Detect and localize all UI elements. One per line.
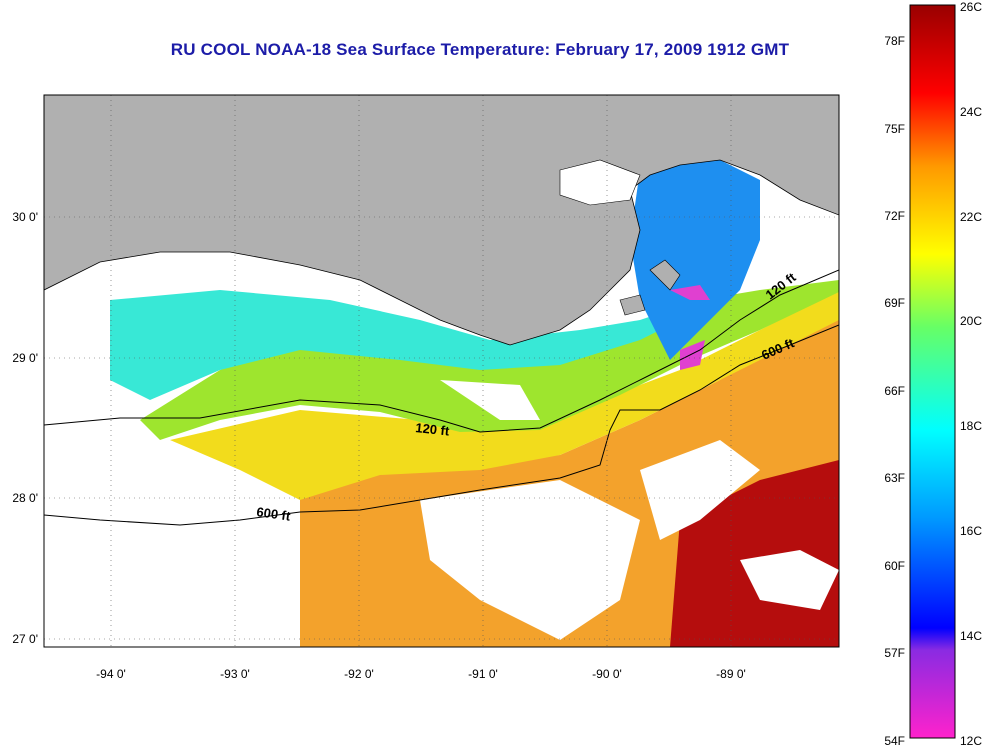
x-tick-label: -90 0' [592, 667, 622, 681]
sst-image [44, 95, 839, 647]
cloud-patch [420, 480, 640, 640]
cloud-patch [760, 190, 839, 280]
colorbar-c-label: 16C [960, 524, 982, 538]
y-tick-label: 29 0' [12, 351, 38, 365]
chart-title: RU COOL NOAA-18 Sea Surface Temperature:… [170, 40, 790, 59]
plot-frame [43, 94, 840, 648]
colorbar-f-labels: 78F 75F 72F 69F 66F 63F 60F 57F 54F [884, 34, 905, 748]
land [44, 95, 839, 346]
y-axis: 27 0' 28 0' 29 0' 30 0' [12, 210, 38, 646]
sst-region-blue-delta [630, 160, 760, 360]
contour-120ft [44, 269, 839, 433]
colorbar-f-label: 66F [884, 384, 905, 398]
cloud-patch [740, 550, 839, 610]
colorbar-f-label: 54F [884, 734, 905, 748]
colorbar-c-label: 26C [960, 0, 982, 14]
colorbar-gradient [909, 4, 956, 739]
sst-region-magenta [670, 285, 710, 370]
colorbar-f-label: 63F [884, 471, 905, 485]
colorbar-c-label: 12C [960, 734, 982, 748]
colorbar-c-label: 14C [960, 629, 982, 643]
cloud-patch [440, 380, 540, 420]
colorbar-c-label: 18C [960, 419, 982, 433]
colorbar-f-label: 72F [884, 209, 905, 223]
y-tick-label: 30 0' [12, 210, 38, 224]
grid [44, 95, 839, 647]
lake [559, 159, 641, 206]
contour-600ft [44, 324, 839, 526]
delta-islands [619, 259, 681, 316]
x-tick-label: -92 0' [344, 667, 374, 681]
colorbar-f-label: 60F [884, 559, 905, 573]
cloud-patch [640, 440, 760, 540]
colorbar-f-label: 78F [884, 34, 905, 48]
colorbar-f-label: 57F [884, 646, 905, 660]
colorbar-c-label: 22C [960, 210, 982, 224]
x-axis: -94 0' -93 0' -92 0' -91 0' -90 0' -89 0… [96, 667, 746, 681]
y-tick-label: 27 0' [12, 632, 38, 646]
y-tick-label: 28 0' [12, 491, 38, 505]
cloud-patch [44, 280, 110, 430]
colorbar-c-labels: 26C 24C 22C 20C 18C 16C 14C 12C [960, 0, 982, 748]
x-tick-label: -94 0' [96, 667, 126, 681]
x-tick-label: -91 0' [468, 667, 498, 681]
contour-label-600ft-west: 600 ft [256, 504, 292, 524]
sst-region-yellow [170, 290, 839, 500]
colorbar-f-label: 69F [884, 296, 905, 310]
x-tick-label: -89 0' [716, 667, 746, 681]
colorbar: 78F 75F 72F 69F 66F 63F 60F 57F 54F 26C … [884, 0, 982, 748]
colorbar-f-label: 75F [884, 122, 905, 136]
colorbar-c-label: 20C [960, 314, 982, 328]
cloud-patch [44, 430, 300, 647]
contour-label-120ft-west: 120 ft [415, 420, 451, 439]
colorbar-c-label: 24C [960, 105, 982, 119]
x-tick-label: -93 0' [220, 667, 250, 681]
sst-region-cyan [110, 270, 740, 400]
